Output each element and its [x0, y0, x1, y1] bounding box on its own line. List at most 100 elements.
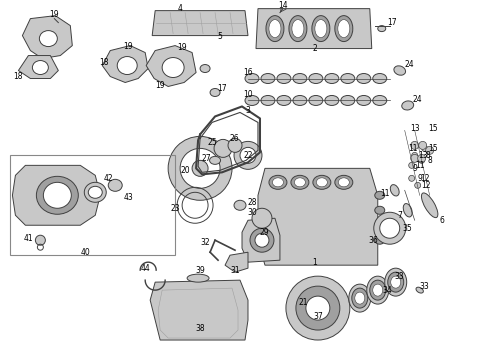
Circle shape: [192, 160, 208, 176]
Polygon shape: [102, 46, 148, 82]
Text: 8: 8: [425, 151, 430, 160]
Circle shape: [411, 141, 418, 149]
Text: 28: 28: [247, 198, 257, 207]
Text: 44: 44: [140, 264, 150, 273]
Circle shape: [296, 286, 340, 330]
Ellipse shape: [391, 276, 401, 288]
Ellipse shape: [421, 193, 438, 218]
Text: 19: 19: [155, 81, 165, 90]
Text: 24: 24: [413, 95, 422, 104]
Text: 42: 42: [103, 174, 113, 183]
Ellipse shape: [39, 31, 57, 46]
Circle shape: [180, 148, 220, 188]
Ellipse shape: [315, 19, 327, 37]
Text: 14: 14: [278, 1, 288, 10]
Text: 15: 15: [428, 124, 438, 133]
Text: 29: 29: [259, 228, 269, 237]
Text: 18: 18: [99, 58, 109, 67]
Ellipse shape: [335, 15, 353, 41]
Ellipse shape: [367, 276, 389, 304]
Polygon shape: [225, 252, 248, 272]
Ellipse shape: [293, 73, 307, 84]
Text: 32: 32: [200, 238, 210, 247]
Ellipse shape: [341, 95, 355, 105]
Text: 16: 16: [243, 68, 253, 77]
Ellipse shape: [317, 178, 327, 187]
Ellipse shape: [338, 19, 350, 37]
Circle shape: [409, 162, 415, 168]
Ellipse shape: [261, 95, 275, 105]
Ellipse shape: [266, 15, 284, 41]
Ellipse shape: [292, 19, 304, 37]
Text: 11: 11: [380, 189, 390, 198]
Ellipse shape: [162, 58, 184, 77]
Text: 19: 19: [177, 43, 187, 52]
Ellipse shape: [36, 176, 78, 214]
Text: 26: 26: [229, 134, 239, 143]
Text: 24: 24: [405, 60, 415, 69]
Text: 2: 2: [313, 44, 317, 53]
Ellipse shape: [294, 178, 305, 187]
Text: 40: 40: [80, 248, 90, 257]
Text: 19: 19: [49, 10, 59, 19]
Ellipse shape: [277, 95, 291, 105]
Ellipse shape: [373, 95, 387, 105]
Text: 19: 19: [123, 42, 133, 51]
Bar: [10, 156, 175, 255]
Circle shape: [412, 152, 417, 158]
Circle shape: [422, 145, 428, 151]
Text: 37: 37: [313, 311, 323, 320]
Text: 17: 17: [387, 18, 396, 27]
Text: 9: 9: [417, 174, 422, 183]
Text: 8: 8: [427, 156, 432, 165]
Ellipse shape: [403, 203, 412, 217]
Text: 6: 6: [439, 216, 444, 225]
Text: 21: 21: [298, 298, 308, 307]
Circle shape: [409, 175, 415, 181]
Polygon shape: [19, 55, 58, 78]
Ellipse shape: [375, 191, 385, 199]
Ellipse shape: [108, 179, 122, 191]
Polygon shape: [152, 11, 248, 36]
Text: 12: 12: [421, 181, 430, 190]
Ellipse shape: [245, 73, 259, 84]
Ellipse shape: [117, 57, 137, 75]
Ellipse shape: [277, 73, 291, 84]
Circle shape: [411, 154, 418, 162]
Ellipse shape: [272, 178, 283, 187]
Ellipse shape: [210, 89, 220, 96]
Ellipse shape: [309, 95, 323, 105]
Circle shape: [415, 182, 421, 188]
Ellipse shape: [375, 221, 385, 229]
Text: 4: 4: [178, 4, 183, 13]
Ellipse shape: [234, 200, 246, 210]
Polygon shape: [23, 15, 73, 59]
Text: 12: 12: [420, 174, 429, 183]
Text: 1: 1: [313, 258, 317, 267]
Text: 35: 35: [403, 224, 413, 233]
Circle shape: [418, 141, 427, 149]
Circle shape: [418, 157, 425, 163]
Polygon shape: [258, 168, 378, 265]
Text: 39: 39: [195, 266, 205, 275]
Ellipse shape: [293, 95, 307, 105]
Ellipse shape: [373, 73, 387, 84]
Ellipse shape: [261, 73, 275, 84]
Text: 22: 22: [243, 151, 253, 160]
Ellipse shape: [325, 73, 339, 84]
Ellipse shape: [245, 95, 259, 105]
Ellipse shape: [388, 272, 404, 292]
Text: 41: 41: [24, 234, 33, 243]
Ellipse shape: [325, 95, 339, 105]
Circle shape: [252, 208, 272, 228]
Ellipse shape: [84, 182, 106, 202]
Text: 43: 43: [123, 193, 133, 202]
Text: 25: 25: [207, 138, 217, 147]
Ellipse shape: [200, 64, 210, 72]
Circle shape: [240, 147, 256, 163]
Ellipse shape: [335, 175, 353, 189]
Text: 36: 36: [369, 236, 379, 245]
Text: 23: 23: [171, 204, 180, 213]
Polygon shape: [150, 280, 248, 340]
Text: 33: 33: [420, 282, 430, 291]
